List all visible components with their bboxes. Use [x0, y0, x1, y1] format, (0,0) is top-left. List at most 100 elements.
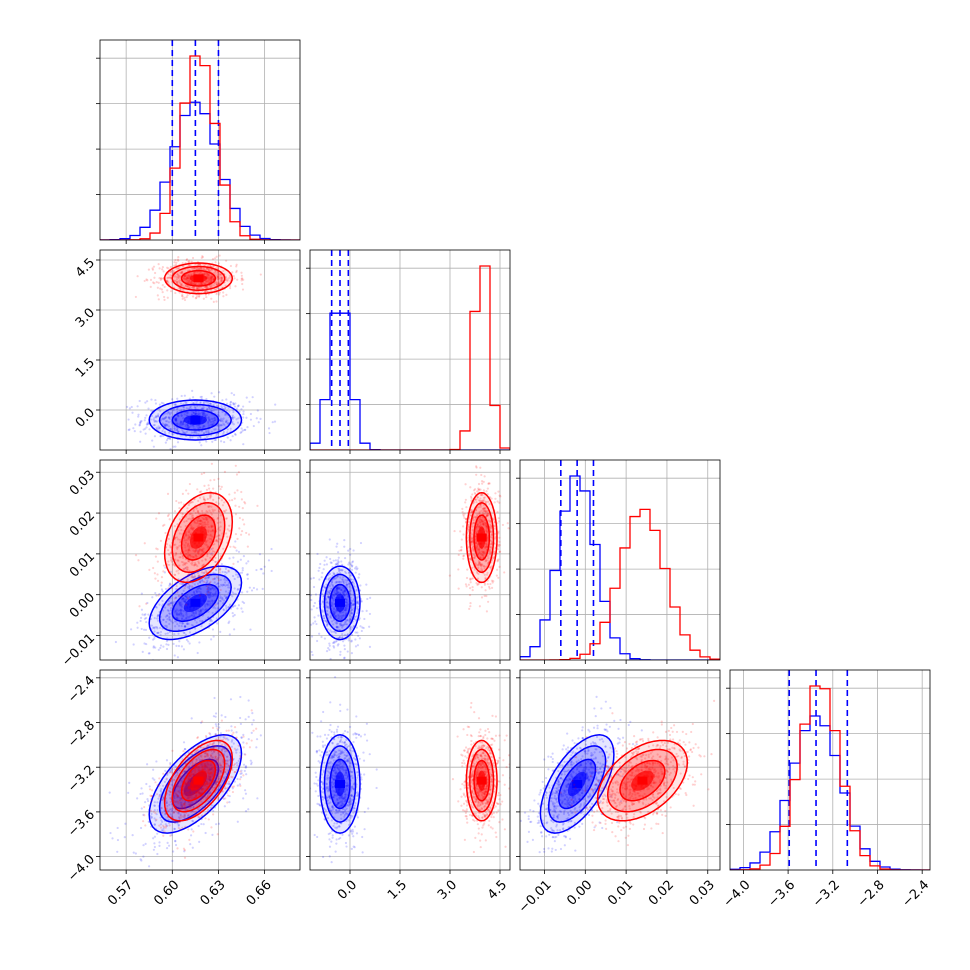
scatter-point-blue — [347, 549, 350, 552]
scatter-point-blue — [183, 431, 186, 434]
scatter-point-blue — [332, 611, 335, 614]
scatter-point-blue — [310, 623, 313, 626]
scatter-point-blue — [343, 556, 347, 560]
scatter-point-red — [225, 509, 228, 512]
scatter-point-blue — [340, 560, 343, 563]
scatter-point-red — [194, 554, 197, 557]
scatter-point-red — [209, 511, 212, 514]
scatter-point-blue — [247, 738, 250, 741]
scatter-point-blue — [185, 617, 188, 620]
scatter-point-blue — [223, 599, 226, 602]
scatter-point-blue — [128, 781, 131, 784]
scatter-point-blue — [219, 417, 223, 420]
scatter-point-blue — [338, 615, 342, 618]
scatter-point-red — [485, 594, 488, 598]
scatter-point-red — [461, 525, 465, 528]
scatter-point-blue — [208, 596, 211, 599]
scatter-point-red — [490, 586, 494, 589]
scatter-point-red — [197, 499, 200, 503]
scatter-point-blue — [162, 417, 165, 420]
scatter-point-red — [185, 538, 188, 542]
scatter-point-red — [207, 273, 210, 276]
scatter-point-blue — [164, 441, 167, 444]
scatter-point-red — [200, 519, 203, 523]
scatter-point-blue — [155, 420, 159, 423]
scatter-point-red — [152, 265, 156, 268]
scatter-point-blue — [186, 424, 189, 427]
scatter-point-red — [219, 487, 222, 491]
scatter-point-blue — [140, 616, 143, 619]
scatter-point-red — [181, 578, 184, 581]
scatter-point-blue — [240, 736, 243, 739]
scatter-point-red — [212, 284, 215, 287]
scatter-point-blue — [358, 674, 360, 676]
scatter-point-blue — [349, 617, 352, 621]
scatter-point-red — [178, 556, 181, 559]
scatter-point-red — [185, 533, 188, 536]
scatter-point-red — [175, 499, 178, 503]
scatter-point-blue — [149, 418, 152, 421]
scatter-point-blue — [153, 835, 157, 838]
scatter-point-red — [178, 538, 182, 541]
scatter-point-blue — [186, 411, 189, 414]
scatter-point-red — [187, 517, 190, 521]
scatter-point-red — [182, 561, 185, 564]
scatter-point-blue — [215, 435, 218, 438]
scatter-point-blue — [199, 426, 202, 429]
scatter-point-red — [188, 281, 191, 284]
scatter-point-blue — [315, 639, 319, 643]
scatter-point-red — [210, 277, 213, 280]
scatter-point-red — [201, 563, 205, 567]
scatter-point-blue — [220, 419, 223, 422]
scatter-point-blue — [217, 577, 220, 580]
scatter-point-blue — [339, 580, 343, 584]
scatter-point-red — [208, 537, 211, 540]
scatter-point-red — [177, 267, 180, 270]
scatter-point-blue — [350, 639, 353, 642]
scatter-point-blue — [144, 628, 148, 631]
scatter-point-red — [226, 528, 229, 531]
scatter-point-red — [469, 486, 472, 489]
scatter-point-blue — [221, 410, 224, 414]
scatter-point-blue — [176, 430, 180, 433]
scatter-point-blue — [184, 625, 187, 628]
scatter-point-blue — [228, 557, 231, 560]
scatter-point-red — [201, 255, 204, 258]
scatter-point-blue — [207, 416, 210, 419]
scatter-point-blue — [213, 577, 216, 581]
scatter-point-red — [207, 276, 210, 280]
scatter-point-blue — [242, 416, 245, 419]
scatter-point-blue — [164, 420, 168, 423]
scatter-point-red — [206, 585, 209, 588]
scatter-point-blue — [174, 625, 177, 628]
scatter-point-blue — [183, 625, 186, 628]
scatter-point-red — [210, 276, 213, 279]
scatter-point-blue — [175, 612, 178, 615]
scatter-point-blue — [136, 621, 139, 624]
scatter-point-blue — [215, 583, 218, 586]
scatter-point-blue — [192, 575, 195, 579]
scatter-point-blue — [156, 614, 160, 617]
scatter-point-blue — [318, 578, 321, 581]
scatter-point-blue — [206, 408, 209, 411]
scatter-point-blue — [175, 417, 178, 420]
scatter-point-blue — [318, 566, 321, 569]
scatter-point-blue — [337, 591, 340, 594]
scatter-point-blue — [338, 636, 341, 639]
scatter-point-blue — [178, 621, 182, 624]
scatter-point-blue — [167, 416, 170, 419]
scatter-point-blue — [169, 428, 172, 431]
scatter-point-blue — [315, 622, 318, 626]
scatter-point-blue — [360, 629, 363, 633]
scatter-point-blue — [194, 413, 197, 416]
scatter-point-blue — [228, 410, 231, 413]
scatter-point-blue — [192, 410, 195, 413]
scatter-point-blue — [335, 545, 338, 548]
panel-frame — [729, 669, 931, 871]
scatter-point-red — [173, 510, 177, 513]
scatter-point-blue — [232, 423, 235, 426]
scatter-point-red — [183, 539, 186, 542]
scatter-point-blue — [356, 567, 359, 570]
scatter-point-red — [209, 278, 212, 281]
scatter-point-blue — [240, 607, 243, 610]
